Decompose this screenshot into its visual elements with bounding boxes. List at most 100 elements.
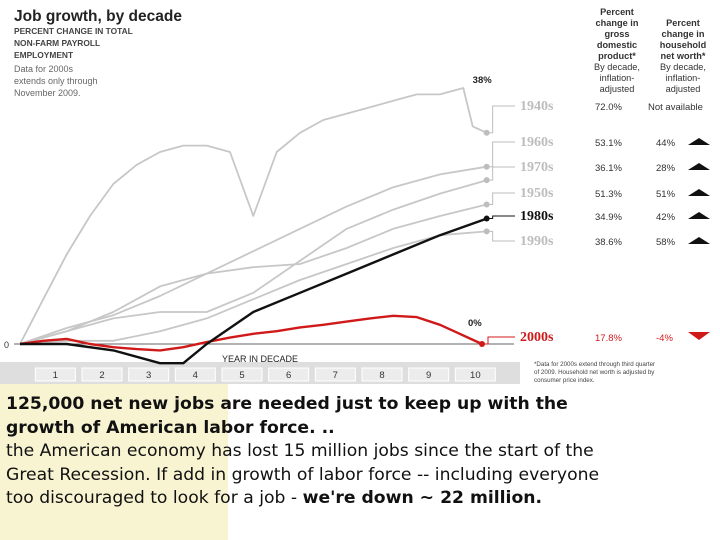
- caption-line-4: Great Recession. If add in growth of lab…: [6, 464, 600, 485]
- gdp-value-1940s: 72.0%: [595, 102, 622, 113]
- networth-value-1940s: Not available: [648, 102, 703, 113]
- x-tick-box-5: [221, 367, 263, 382]
- series-line-1990s: [19, 230, 487, 345]
- decade-label-1950s: 1950s: [520, 186, 554, 201]
- x-tick-box-3: [128, 367, 170, 382]
- trend-up-arrow-1990s: [688, 237, 710, 244]
- caption-line-2: growth of American labor force. ..: [6, 417, 335, 438]
- footnote-line-1: *Data for 2000s extend through third qua…: [534, 361, 655, 368]
- networth-header-line-2: change in: [662, 29, 705, 39]
- x-tick-box-10: [454, 367, 496, 382]
- caption-box: 125,000 net new jobs are needed just to …: [0, 384, 720, 540]
- series-end-dot-2000s: [479, 341, 485, 347]
- trend-down-arrow-2000s: [688, 332, 710, 340]
- decade-label-1980s: 1980s: [520, 209, 554, 224]
- caption-line-5: too discouraged to look for a job -: [6, 488, 303, 508]
- networth-value-1970s: 28%: [656, 163, 676, 174]
- networth-column-header: Percent change in household net worth* B…: [660, 18, 706, 94]
- gdp-header-line-4: domestic: [597, 40, 637, 50]
- leader-line-1980s: [486, 215, 515, 220]
- job-growth-chart: Job growth, by decade PERCENT CHANGE IN …: [0, 7, 710, 384]
- x-tick-box-8: [361, 367, 403, 382]
- x-tick-label-4: 4: [193, 370, 198, 381]
- leader-line-2000s: [482, 336, 515, 345]
- series-line-2000s: [19, 314, 483, 352]
- decade-label-1990s: 1990s: [520, 234, 554, 249]
- gdp-header-line-5: product*: [598, 51, 636, 61]
- series-end-dot-1970s: [483, 177, 490, 184]
- gdp-value-2000s: 17.8%: [595, 333, 622, 344]
- gdp-header-line-6: By decade,: [594, 62, 640, 72]
- leader-line-1970s: [486, 166, 515, 181]
- x-axis-title: YEAR IN DECADE: [222, 354, 298, 364]
- chart-note-line-2: extends only through: [14, 76, 98, 86]
- leader-line-1960s: [486, 141, 515, 168]
- x-tick-box-1: [34, 367, 76, 382]
- x-tick-box-2: [81, 367, 123, 382]
- x-tick-label-1: 1: [53, 370, 58, 381]
- networth-header-line-4: net worth*: [661, 51, 706, 61]
- networth-value-1980s: 42%: [656, 212, 676, 223]
- networth-value-1960s: 44%: [656, 138, 676, 149]
- gdp-value-1960s: 53.1%: [595, 138, 622, 149]
- caption-line-5-bold: we're down ~ 22 million.: [302, 488, 543, 508]
- caption-text: 125,000 net new jobs are needed just to …: [6, 393, 714, 511]
- decade-label-2000s: 2000s: [520, 330, 554, 345]
- gdp-value-1970s: 36.1%: [595, 163, 622, 174]
- networth-value-1990s: 58%: [656, 237, 676, 248]
- gdp-value-1950s: 51.3%: [595, 189, 622, 200]
- networth-header-line-1: Percent: [666, 18, 700, 28]
- x-tick-label-2: 2: [99, 370, 104, 381]
- leader-line-1940s: [486, 105, 515, 134]
- end-label-1940s: 38%: [473, 75, 493, 86]
- leader-line-1950s: [486, 192, 515, 205]
- plot-area: 1 2 3 4 5 6 7 8 9 10 1940s 72.0% Not available 38% 196…: [14, 75, 710, 382]
- x-tick-label-7: 7: [333, 370, 338, 381]
- x-tick-label-10: 10: [470, 370, 481, 381]
- x-tick-box-9: [408, 367, 450, 382]
- networth-header-line-7: adjusted: [666, 84, 701, 94]
- networth-header-line-6: inflation-: [666, 73, 701, 83]
- networth-header-line-3: household: [660, 40, 706, 50]
- x-tick-label-8: 8: [379, 370, 384, 381]
- x-tick-box-4: [174, 367, 216, 382]
- series-end-dot-1980s: [483, 215, 490, 222]
- leader-line-1990s: [486, 230, 515, 242]
- caption-line-3: the American economy has lost 15 million…: [6, 441, 594, 461]
- x-tick-label-6: 6: [286, 370, 291, 381]
- series-line-1960s: [19, 165, 487, 345]
- trend-up-arrow-1980s: [688, 212, 710, 219]
- trend-up-arrow-1950s: [688, 189, 710, 196]
- chart-subtitle-line-3: EMPLOYMENT: [14, 50, 74, 60]
- series-line-1940s: [19, 87, 488, 345]
- gdp-value-1980s: 34.9%: [595, 212, 622, 223]
- decade-label-1940s: 1940s: [520, 99, 554, 114]
- decade-label-1960s: 1960s: [520, 135, 554, 150]
- series-line-1970s: [19, 179, 487, 345]
- x-tick-box-6: [268, 367, 310, 382]
- footnote-line-2: of 2009. Household net worth is adjusted…: [534, 369, 655, 376]
- x-tick-label-5: 5: [239, 370, 244, 381]
- chart-title: Job growth, by decade: [14, 8, 182, 25]
- x-tick-label-9: 9: [426, 370, 431, 381]
- series-end-dot-1960s: [483, 163, 490, 170]
- networth-value-1950s: 51%: [656, 189, 676, 200]
- gdp-header-line-3: gross: [604, 29, 629, 39]
- series-end-dot-1940s: [483, 129, 490, 136]
- series-line-1950s: [19, 203, 487, 345]
- end-label-2000s: 0%: [468, 318, 482, 329]
- footnote: *Data for 2000s extend through third qua…: [534, 361, 655, 384]
- gdp-column-header: Percent change in gross domestic product…: [594, 7, 640, 94]
- trend-up-arrow-1960s: [688, 138, 710, 145]
- series-end-dot-1990s: [483, 228, 490, 235]
- chart-note-line-3: November 2009.: [14, 88, 81, 98]
- gdp-value-1990s: 38.6%: [595, 237, 622, 248]
- gdp-header-line-8: adjusted: [600, 84, 635, 94]
- x-tick-label-3: 3: [146, 370, 151, 381]
- x-tick-box-7: [314, 367, 356, 382]
- chart-subtitle-line-1: PERCENT CHANGE IN TOTAL: [14, 26, 133, 36]
- series-line-1980s: [20, 217, 488, 365]
- gdp-header-line-1: Percent: [600, 7, 634, 17]
- networth-header-line-5: By decade,: [660, 62, 706, 72]
- series-end-dot-1950s: [483, 201, 490, 208]
